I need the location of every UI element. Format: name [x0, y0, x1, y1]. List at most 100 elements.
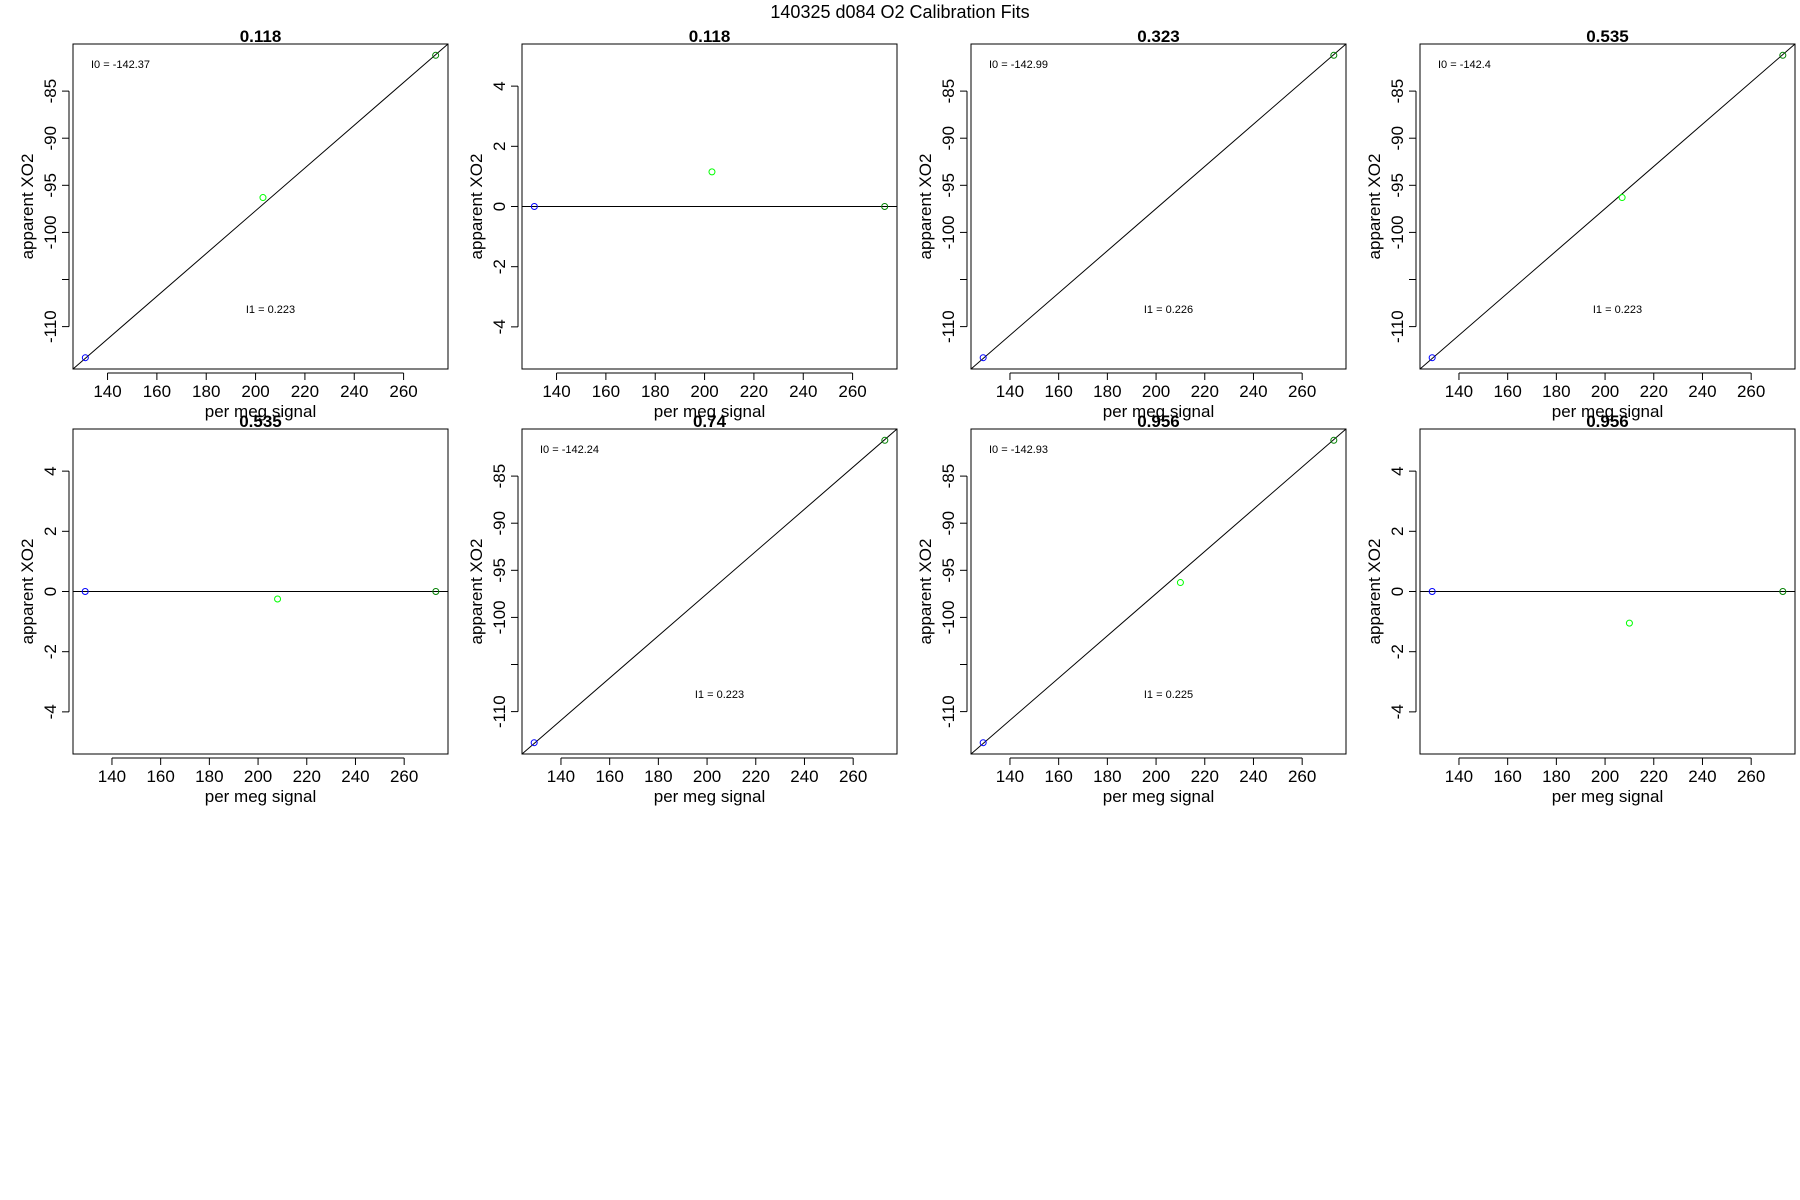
data-point — [979, 739, 987, 747]
subplot-title: 0.323 — [1137, 27, 1180, 46]
fit-line — [1420, 44, 1795, 369]
x-tick-label: 180 — [641, 382, 669, 401]
x-tick-label: 220 — [293, 767, 321, 786]
data-point — [81, 354, 89, 362]
x-tick-label: 140 — [93, 382, 121, 401]
x-tick-label: 240 — [790, 767, 818, 786]
y-tick-label: -110 — [939, 695, 958, 728]
x-axis-label: per meg signal — [1103, 402, 1215, 421]
data-point — [1779, 51, 1787, 59]
x-tick-label: 180 — [644, 767, 672, 786]
data-point — [1625, 619, 1633, 627]
y-tick-label: -85 — [41, 79, 60, 104]
y-tick-label: 0 — [41, 587, 60, 596]
plot-frame — [970, 428, 1347, 755]
x-tick-label: 220 — [740, 382, 768, 401]
y-tick-label: -2 — [490, 259, 509, 274]
y-tick-label: 0 — [490, 202, 509, 211]
data-point — [530, 739, 538, 747]
y-tick-label: -90 — [939, 511, 958, 536]
data-point — [1330, 51, 1338, 59]
x-tick-label: 160 — [595, 767, 623, 786]
x-tick-label: 180 — [1542, 767, 1570, 786]
x-tick-label: 140 — [996, 382, 1024, 401]
y-tick-label: 4 — [41, 466, 60, 475]
x-axis-label: per meg signal — [1552, 787, 1664, 806]
y-tick-label: 4 — [490, 81, 509, 90]
x-tick-label: 140 — [996, 767, 1024, 786]
x-tick-label: 220 — [1640, 767, 1668, 786]
x-tick-label: 240 — [1688, 382, 1716, 401]
y-axis-label: apparent XO2 — [916, 154, 935, 260]
x-tick-label: 160 — [1044, 382, 1072, 401]
y-tick-label: -85 — [939, 79, 958, 104]
y-tick-label: -4 — [1388, 704, 1407, 719]
y-axis-label: apparent XO2 — [1365, 539, 1384, 645]
x-tick-label: 260 — [390, 767, 418, 786]
subplot-6: 0.74 140 160 180 200 220 240 260 per meg signal -… — [467, 412, 898, 806]
subplot-1: 0.118 140 160 180 200 220 240 260 per meg signal… — [18, 27, 449, 421]
x-tick-label: 200 — [1591, 382, 1619, 401]
x-tick-label: 260 — [838, 382, 866, 401]
y-tick-label: -95 — [939, 173, 958, 198]
data-point — [1779, 588, 1787, 595]
x-tick-label: 220 — [291, 382, 319, 401]
fit-annotation: I0 = -142.93 — [989, 444, 1048, 456]
subplot-title: 0.74 — [693, 412, 727, 431]
x-tick-label: 140 — [98, 767, 126, 786]
x-tick-label: 160 — [146, 767, 174, 786]
x-tick-label: 240 — [340, 382, 368, 401]
figure-title: 140325 d084 O2 Calibration Fits — [770, 2, 1030, 22]
y-tick-label: -95 — [41, 173, 60, 198]
x-tick-label: 180 — [195, 767, 223, 786]
x-tick-label: 140 — [1445, 767, 1473, 786]
y-tick-label: 0 — [1388, 587, 1407, 596]
fit-line — [73, 44, 448, 369]
plot-frame — [72, 43, 449, 370]
x-axis-label: per meg signal — [654, 402, 766, 421]
x-tick-label: 240 — [1688, 767, 1716, 786]
y-tick-label: -90 — [1388, 126, 1407, 151]
y-tick-label: -2 — [41, 644, 60, 659]
x-axis-label: per meg signal — [654, 787, 766, 806]
data-point — [274, 595, 282, 603]
y-tick-label: -90 — [939, 126, 958, 151]
subplot-3: 0.323 140 160 180 200 220 240 260 per meg signal… — [916, 27, 1347, 421]
x-tick-label: 200 — [244, 767, 272, 786]
y-tick-label: -100 — [490, 600, 509, 634]
y-tick-label: -85 — [1388, 79, 1407, 104]
y-axis-label: apparent XO2 — [18, 154, 37, 260]
data-point — [881, 203, 889, 210]
fit-annotation: I0 = -142.4 — [1438, 59, 1491, 71]
y-tick-label: -95 — [1388, 173, 1407, 198]
y-axis-label: apparent XO2 — [467, 154, 486, 260]
y-tick-label: -110 — [490, 695, 509, 728]
data-point — [881, 436, 889, 444]
fit-annotation: I1 = 0.225 — [1144, 689, 1193, 701]
plot-frame — [521, 428, 898, 755]
x-tick-label: 140 — [542, 382, 570, 401]
y-axis-label: apparent XO2 — [916, 539, 935, 645]
plot-frame — [1419, 43, 1796, 370]
y-tick-label: -100 — [939, 600, 958, 634]
y-tick-label: -110 — [41, 310, 60, 343]
x-tick-label: 160 — [1044, 767, 1072, 786]
x-tick-label: 180 — [1093, 382, 1121, 401]
data-point — [1618, 194, 1626, 202]
subplot-title: 0.956 — [1137, 412, 1180, 431]
x-axis-label: per meg signal — [205, 787, 317, 806]
y-tick-label: -2 — [1388, 644, 1407, 659]
subplot-title: 0.118 — [240, 27, 282, 46]
data-point — [530, 203, 538, 210]
x-tick-label: 260 — [1737, 767, 1765, 786]
y-tick-label: -4 — [41, 704, 60, 719]
fit-annotation: I1 = 0.223 — [695, 689, 744, 701]
y-tick-label: -100 — [41, 215, 60, 249]
x-axis-label: per meg signal — [205, 402, 317, 421]
data-point — [708, 168, 716, 176]
fit-annotation: I0 = -142.24 — [540, 444, 599, 456]
data-point — [979, 354, 987, 362]
x-tick-label: 200 — [1142, 767, 1170, 786]
